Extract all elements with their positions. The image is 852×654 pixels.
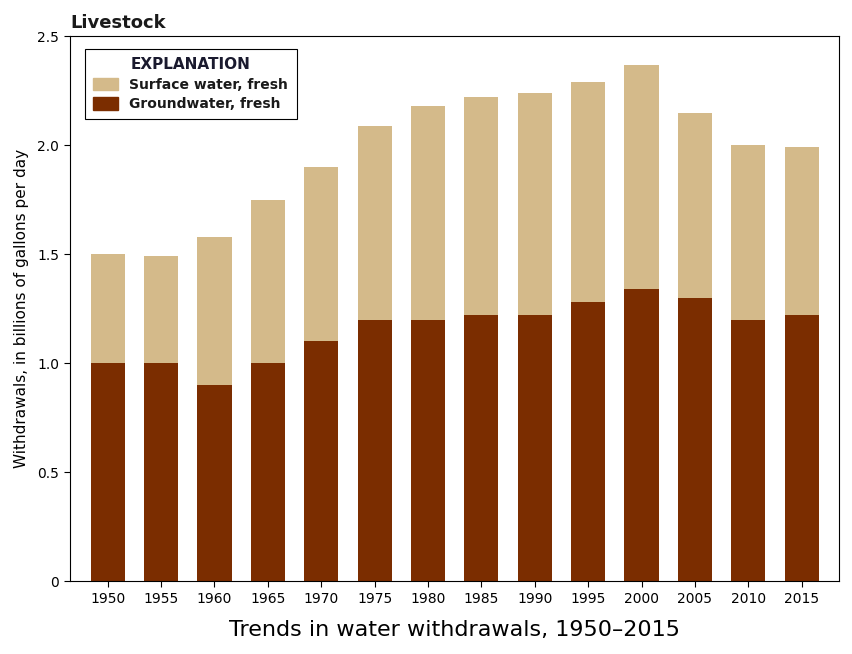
Bar (90, 363, 124, 581)
Bar (304, 167, 338, 341)
Bar (144, 256, 178, 363)
Bar (197, 237, 231, 385)
Bar (463, 97, 498, 315)
Bar (730, 145, 764, 320)
Bar (357, 126, 391, 320)
Bar (357, 320, 391, 581)
Bar (250, 199, 285, 363)
Bar (784, 147, 818, 315)
Y-axis label: Withdrawals, in billions of gallons per day: Withdrawals, in billions of gallons per … (14, 149, 29, 468)
Bar (411, 320, 445, 581)
Bar (517, 93, 551, 315)
Bar (784, 315, 818, 581)
Bar (463, 315, 498, 581)
Bar (517, 315, 551, 581)
Bar (411, 106, 445, 320)
X-axis label: Trends in water withdrawals, 1950–2015: Trends in water withdrawals, 1950–2015 (229, 620, 679, 640)
Bar (304, 341, 338, 581)
Bar (90, 254, 124, 363)
Bar (624, 65, 658, 289)
Bar (197, 385, 231, 581)
Bar (730, 320, 764, 581)
Bar (571, 82, 605, 302)
Bar (144, 363, 178, 581)
Bar (677, 298, 711, 581)
Bar (624, 289, 658, 581)
Bar (677, 112, 711, 298)
Bar (250, 363, 285, 581)
Bar (571, 302, 605, 581)
Text: Livestock: Livestock (70, 14, 166, 32)
Legend: Surface water, fresh, Groundwater, fresh: Surface water, fresh, Groundwater, fresh (85, 48, 296, 120)
